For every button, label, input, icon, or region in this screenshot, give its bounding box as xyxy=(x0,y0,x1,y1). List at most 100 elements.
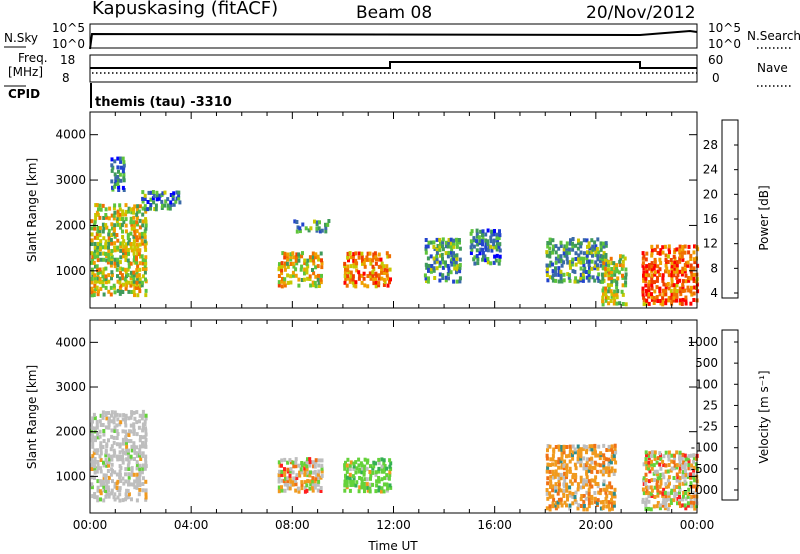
data-cell xyxy=(374,254,378,259)
data-cell xyxy=(295,476,299,480)
data-cell xyxy=(438,237,442,242)
data-cell xyxy=(549,457,553,462)
data-cell xyxy=(452,256,456,261)
data-cell xyxy=(102,277,106,282)
data-cell xyxy=(369,473,373,478)
data-cell xyxy=(562,272,566,277)
data-cell xyxy=(435,266,439,271)
data-cell xyxy=(614,460,618,465)
data-cell xyxy=(662,282,666,287)
data-cell xyxy=(140,280,144,285)
data-cell xyxy=(585,275,589,280)
data-cell xyxy=(647,292,651,297)
data-cell xyxy=(305,483,309,488)
data-cell xyxy=(664,504,668,509)
data-cell xyxy=(124,413,128,418)
data-cell xyxy=(362,261,366,266)
data-cell xyxy=(143,239,147,244)
data-cell xyxy=(125,495,129,500)
data-cell xyxy=(432,240,436,245)
data-cell xyxy=(96,236,100,240)
data-cell xyxy=(585,475,589,480)
data-cell xyxy=(687,472,690,477)
data-cell xyxy=(365,477,369,482)
data-cell xyxy=(363,464,367,469)
data-cell xyxy=(661,276,665,281)
data-cell xyxy=(435,237,439,242)
data-cell xyxy=(91,454,95,459)
data-cell xyxy=(645,453,648,458)
y-tick-label: 4000 xyxy=(55,128,86,142)
data-cell xyxy=(141,466,145,471)
data-cell xyxy=(653,450,657,455)
data-cell xyxy=(127,416,131,421)
data-cell xyxy=(133,247,137,252)
data-cell xyxy=(110,163,114,168)
data-cell xyxy=(551,504,555,509)
data-cell xyxy=(678,478,682,483)
data-cell xyxy=(93,235,97,240)
data-cell xyxy=(571,241,574,246)
data-cell xyxy=(692,465,696,470)
data-cell xyxy=(138,463,142,468)
data-cell xyxy=(621,275,625,280)
data-cell xyxy=(672,498,676,503)
data-cell xyxy=(680,254,684,259)
data-cell xyxy=(93,426,97,431)
data-cell xyxy=(675,275,679,280)
data-cell xyxy=(432,256,436,261)
data-cell xyxy=(565,469,569,474)
data-cell xyxy=(95,203,99,208)
data-cell xyxy=(446,272,450,276)
data-cell xyxy=(579,485,583,490)
data-cell xyxy=(99,423,103,427)
data-cell xyxy=(360,485,364,490)
data-cell xyxy=(551,238,555,243)
data-cell xyxy=(588,246,592,251)
data-cell xyxy=(144,288,148,293)
data-cell xyxy=(316,488,320,493)
data-cell xyxy=(656,488,660,493)
data-cell xyxy=(115,423,119,428)
data-cell xyxy=(320,228,324,233)
data-cell xyxy=(582,507,586,512)
data-cell xyxy=(343,274,347,279)
data-cell xyxy=(366,284,370,289)
data-cell xyxy=(614,450,618,455)
data-cell xyxy=(647,463,651,468)
data-cell xyxy=(577,447,581,452)
data-cell xyxy=(582,499,586,504)
data-cell xyxy=(346,255,350,260)
data-cell xyxy=(574,243,577,248)
data-cell xyxy=(95,419,99,424)
data-cell xyxy=(652,296,656,300)
data-cell xyxy=(90,482,94,487)
data-cell xyxy=(672,298,676,303)
data-cell xyxy=(118,486,122,491)
data-cell xyxy=(110,467,114,472)
data-cell xyxy=(582,466,586,471)
data-cell xyxy=(604,286,608,291)
data-cell xyxy=(141,219,145,224)
data-cell xyxy=(351,254,355,259)
data-cell xyxy=(288,476,292,481)
data-cell xyxy=(574,473,578,477)
data-cell xyxy=(113,184,117,189)
data-cell xyxy=(678,460,682,465)
data-cell xyxy=(568,459,572,464)
data-cell xyxy=(91,419,94,424)
data-cell xyxy=(666,453,670,458)
data-cell xyxy=(133,285,137,290)
data-cell xyxy=(574,262,578,267)
data-cell xyxy=(554,488,558,493)
data-cell xyxy=(667,450,671,455)
data-cell xyxy=(113,482,117,486)
data-cell xyxy=(357,463,361,468)
data-cell xyxy=(144,454,148,459)
data-cell xyxy=(645,269,649,274)
data-cell xyxy=(286,486,290,491)
data-cell xyxy=(126,236,130,241)
data-cell xyxy=(554,445,558,449)
data-cell xyxy=(94,216,98,221)
data-cell xyxy=(377,273,381,278)
